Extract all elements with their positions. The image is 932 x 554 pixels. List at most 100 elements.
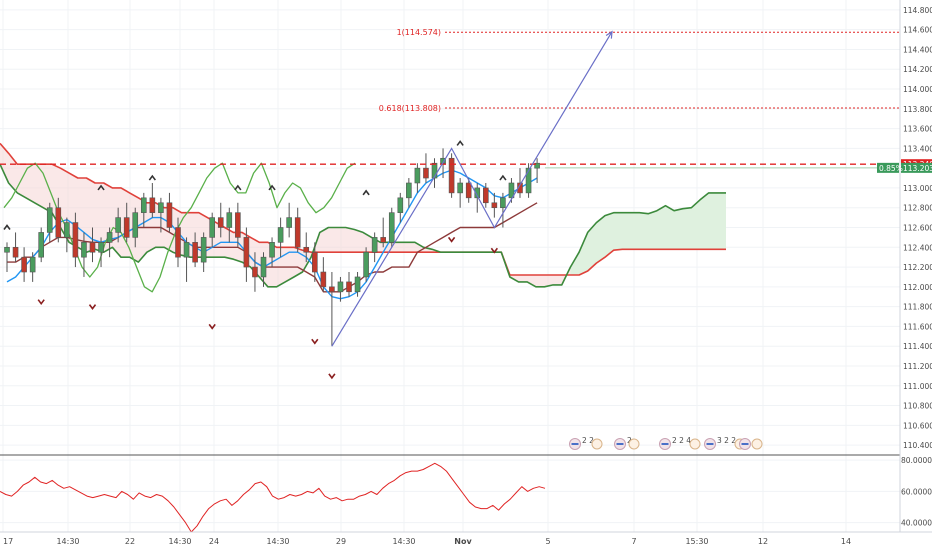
event-badges[interactable]: 2 2 2 2 2 4 3 2 2 (569, 436, 763, 450)
candle[interactable] (175, 217, 181, 268)
candle-body (55, 207, 62, 238)
candle[interactable] (209, 212, 215, 248)
candle[interactable] (106, 227, 113, 258)
candle[interactable] (534, 158, 540, 183)
candle[interactable] (149, 182, 156, 218)
economic-event-badge[interactable]: 2 2 (569, 436, 603, 450)
candlestick-series[interactable] (4, 148, 540, 347)
candle[interactable] (55, 197, 62, 243)
candle-body (217, 217, 224, 228)
candle[interactable] (337, 276, 344, 302)
candle[interactable] (363, 247, 369, 282)
drawing-tools[interactable]: 1(114.574) 0.618(113.808) (0, 28, 900, 347)
candle[interactable] (474, 182, 481, 213)
candle[interactable] (465, 178, 472, 203)
candle[interactable] (226, 207, 233, 243)
change-tag-label: 0.85% (879, 164, 903, 173)
candle-body (423, 167, 429, 179)
candle[interactable] (38, 227, 45, 263)
candle[interactable] (457, 178, 463, 208)
candle-body (286, 217, 292, 228)
candle[interactable] (158, 197, 164, 233)
economic-event-badge[interactable] (739, 438, 763, 450)
price-tick-label: 111.200 (903, 362, 932, 371)
candle[interactable] (525, 163, 532, 198)
time-tick-label: 14:30 (266, 537, 289, 546)
candle-body (406, 182, 412, 199)
candle[interactable] (46, 202, 53, 243)
candle[interactable] (286, 202, 292, 238)
abcd-pattern-path[interactable] (331, 31, 613, 347)
candle[interactable] (371, 232, 378, 263)
candle[interactable] (500, 192, 506, 228)
candle[interactable] (12, 232, 19, 263)
candle[interactable] (406, 178, 412, 208)
candle[interactable] (260, 252, 267, 287)
candle-body (457, 182, 463, 194)
candle[interactable] (311, 242, 318, 282)
candle-body (346, 281, 352, 293)
candle-body (491, 202, 498, 209)
candle[interactable] (166, 192, 173, 233)
economic-event-badge[interactable]: 2 (614, 436, 640, 450)
economic-event-badge[interactable]: 2 2 4 (659, 436, 701, 450)
candle[interactable] (183, 237, 190, 282)
candle[interactable] (329, 272, 335, 347)
candle-body (4, 246, 10, 253)
candle[interactable] (217, 202, 224, 238)
candle[interactable] (448, 153, 455, 198)
candle[interactable] (64, 217, 70, 253)
candle-body (431, 162, 438, 179)
candle[interactable] (21, 247, 27, 282)
candle[interactable] (132, 207, 139, 248)
candle[interactable] (414, 163, 421, 193)
candle[interactable] (397, 192, 404, 223)
candle[interactable] (482, 182, 489, 208)
candle[interactable] (423, 153, 429, 183)
candle[interactable] (123, 202, 130, 243)
candle[interactable] (115, 207, 121, 243)
candle[interactable] (277, 217, 284, 258)
candle[interactable] (303, 232, 310, 263)
candle-body (508, 182, 515, 199)
candle[interactable] (294, 207, 301, 253)
candle[interactable] (320, 257, 327, 292)
candle[interactable] (81, 232, 87, 277)
flag-stripe-icon (616, 443, 624, 445)
candle[interactable] (200, 232, 207, 273)
oscillator-line (0, 462, 546, 533)
candle-body (226, 212, 233, 228)
time-tick-label: 14:30 (168, 537, 191, 546)
candle[interactable] (388, 207, 395, 248)
candle-body (200, 237, 207, 263)
candle[interactable] (354, 272, 361, 297)
candle[interactable] (243, 227, 250, 282)
candle[interactable] (431, 158, 438, 188)
candle[interactable] (29, 252, 36, 282)
candle[interactable] (141, 192, 147, 228)
candle[interactable] (98, 237, 104, 268)
candle[interactable] (4, 242, 10, 273)
candle-body (448, 157, 455, 194)
candle[interactable] (192, 232, 198, 268)
grid-layer (0, 0, 900, 532)
candle-body (380, 237, 387, 243)
fractal-down-marker (311, 338, 319, 345)
candle-body (192, 242, 198, 263)
candle-body (363, 251, 369, 278)
candle[interactable] (89, 227, 96, 263)
economic-event-badge[interactable]: 3 2 2 (704, 436, 746, 450)
candle[interactable] (72, 212, 79, 268)
fractal-up-marker (456, 140, 464, 146)
candle[interactable] (346, 272, 352, 297)
flag-stripe-icon (741, 443, 749, 445)
candle[interactable] (269, 237, 275, 268)
candle[interactable] (235, 202, 241, 248)
price-tag-last[interactable]: 113.203 (901, 162, 932, 173)
time-tick-label: 14:30 (56, 537, 79, 546)
candle[interactable] (491, 192, 498, 218)
candle[interactable] (380, 217, 387, 248)
candle[interactable] (252, 252, 258, 292)
